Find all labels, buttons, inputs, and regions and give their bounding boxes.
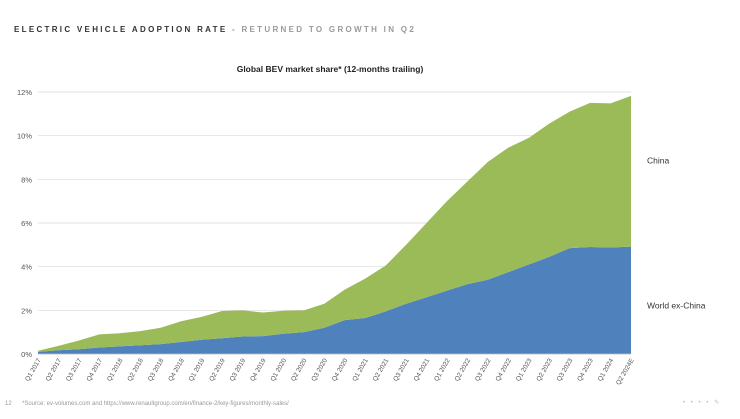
- x-tick-label: Q2 2017: [45, 357, 64, 382]
- x-tick-label: Q3 2022: [474, 357, 493, 382]
- x-tick-label: Q1 2023: [515, 357, 534, 382]
- slide-header: ELECTRIC VEHICLE ADOPTION RATE - RETURNE…: [14, 25, 416, 34]
- area-china: [38, 95, 631, 352]
- legend-label-china: China: [647, 156, 669, 166]
- slide-title: ELECTRIC VEHICLE ADOPTION RATE: [14, 25, 228, 34]
- slide-title-separator: -: [227, 25, 242, 34]
- chart-title: Global BEV market share* (12-months trai…: [237, 64, 424, 74]
- stacked-areas: [38, 95, 631, 354]
- y-tick-label: 4%: [21, 263, 32, 272]
- x-tick-label: Q4 2020: [331, 357, 350, 382]
- slide-nav-dots: • • • • ✎: [683, 400, 722, 406]
- page-number: 12: [5, 401, 12, 407]
- x-tick-label: Q1 2021: [351, 357, 370, 382]
- axes: 0%2%4%6%8%10%12%Q1 2017 Q2 2017 Q3 2017 Q4 …: [17, 88, 636, 386]
- y-tick-label: 8%: [21, 175, 32, 184]
- y-tick-label: 0%: [21, 350, 32, 359]
- x-tick-label: Q4 2022: [495, 357, 514, 382]
- x-tick-label: Q4 2023: [576, 357, 595, 382]
- x-tick-label: Q3 2023: [556, 357, 575, 382]
- y-tick-label: 12%: [17, 88, 32, 97]
- x-tick-label: Q2 2018: [126, 357, 145, 382]
- x-tick-label: Q1 2022: [433, 357, 452, 382]
- x-tick-label: Q4 2017: [86, 357, 105, 382]
- x-tick-label: Q1 2018: [106, 357, 125, 382]
- y-tick-label: 2%: [21, 306, 32, 315]
- x-tick-label: Q1 2024: [597, 357, 616, 382]
- x-tick-label: Q2 2020: [290, 357, 309, 382]
- x-tick-label: Q2 2019: [208, 357, 227, 382]
- x-tick-label: Q2 2022: [454, 357, 473, 382]
- x-tick-label: Q4 2021: [413, 357, 432, 382]
- x-tick-label: Q3 2019: [229, 357, 248, 382]
- x-tick-label: Q1 2020: [270, 357, 289, 382]
- legend: China World ex-China: [647, 156, 706, 311]
- x-tick-label: Q3 2017: [65, 357, 84, 382]
- x-tick-label: Q2 2024E: [615, 357, 636, 386]
- x-tick-label: Q2 2023: [535, 357, 554, 382]
- area-world-ex-china: [38, 246, 631, 354]
- x-tick-label: Q3 2018: [147, 357, 166, 382]
- x-tick-label: Q4 2019: [249, 357, 268, 382]
- y-tick-label: 10%: [17, 132, 32, 141]
- x-tick-label: Q2 2021: [372, 357, 391, 382]
- x-tick-label: Q3 2020: [310, 357, 329, 382]
- x-tick-label: Q4 2018: [167, 357, 186, 382]
- source-note: *Source: ev-volumes.com and https://www.…: [22, 401, 289, 407]
- x-tick-label: Q1 2017: [24, 357, 43, 382]
- x-tick-label: Q1 2019: [188, 357, 207, 382]
- y-tick-label: 6%: [21, 219, 32, 228]
- legend-label-world-ex-china: World ex-China: [647, 301, 706, 311]
- x-tick-label: Q3 2021: [392, 357, 411, 382]
- slide-subtitle: RETURNED TO GROWTH IN Q2: [241, 25, 417, 34]
